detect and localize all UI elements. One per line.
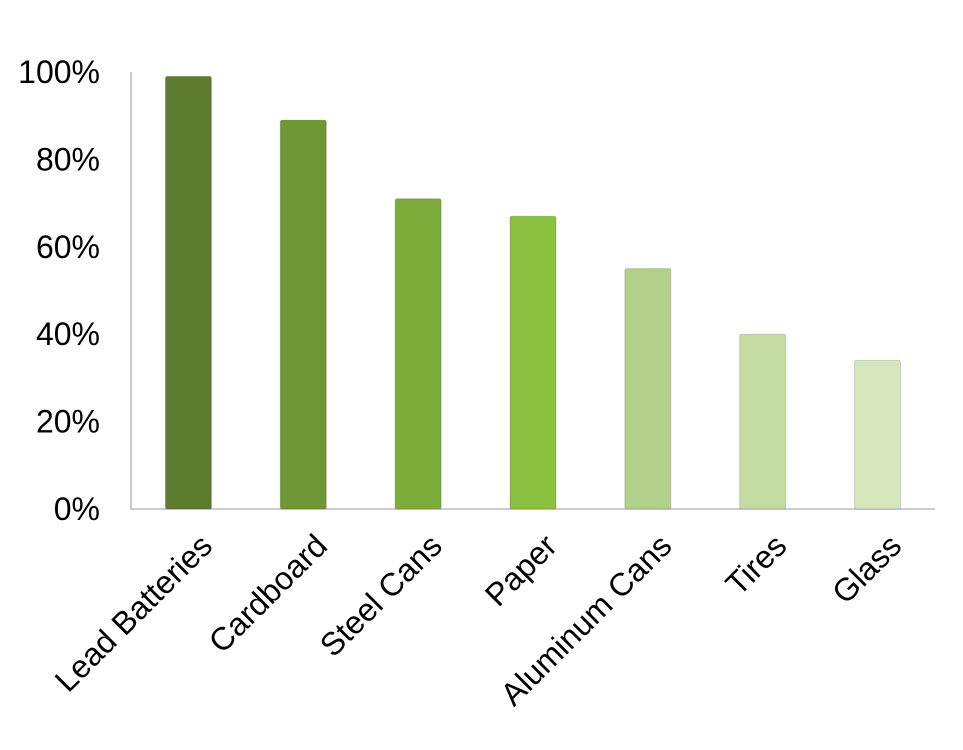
x-tick-label: Glass xyxy=(825,527,908,610)
bar xyxy=(624,268,672,510)
x-tick-label: Tires xyxy=(719,527,794,602)
y-tick-label: 60% xyxy=(36,229,100,265)
y-tick-label: 100% xyxy=(18,54,100,90)
y-tick-label: 0% xyxy=(54,491,100,527)
bar xyxy=(509,215,557,510)
bar xyxy=(279,119,327,510)
bar xyxy=(739,333,787,510)
x-tick-label: Paper xyxy=(478,527,564,613)
bar xyxy=(164,75,212,510)
x-tick-label: Steel Cans xyxy=(313,527,449,663)
bar xyxy=(854,359,902,510)
bar xyxy=(394,198,442,510)
y-tick-label: 40% xyxy=(36,316,100,352)
x-tick-label: Lead Batteries xyxy=(48,527,219,698)
y-tick-label: 20% xyxy=(36,404,100,440)
y-tick-label: 80% xyxy=(36,141,100,177)
